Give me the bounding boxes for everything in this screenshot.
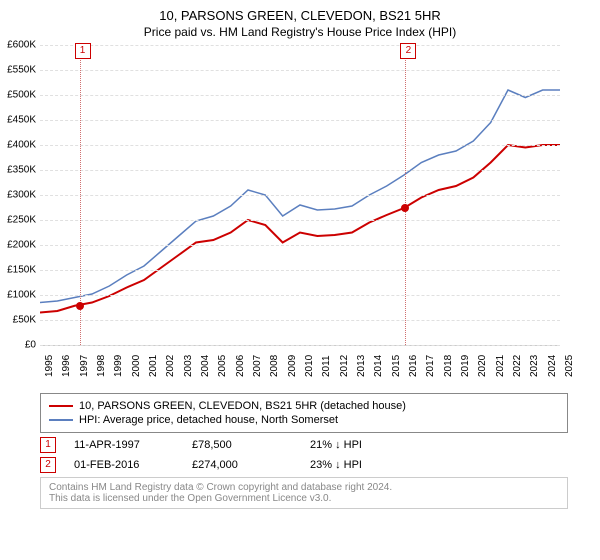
x-axis-label: 2000 bbox=[131, 355, 142, 377]
gridline-h bbox=[40, 195, 560, 196]
sales-row-2: 2 01-FEB-2016 £274,000 23% ↓ HPI bbox=[40, 457, 550, 473]
chart-marker-box: 2 bbox=[400, 43, 416, 59]
sales-marker-1: 1 bbox=[40, 437, 56, 453]
sales-row-1: 1 11-APR-1997 £78,500 21% ↓ HPI bbox=[40, 437, 550, 453]
x-axis-label: 2008 bbox=[269, 355, 280, 377]
y-axis-label: £150K bbox=[0, 265, 36, 276]
y-axis-label: £450K bbox=[0, 115, 36, 126]
x-axis-label: 2022 bbox=[512, 355, 523, 377]
sales-delta-2: 23% ↓ HPI bbox=[310, 459, 410, 471]
x-axis-label: 1995 bbox=[44, 355, 55, 377]
x-axis-label: 2018 bbox=[443, 355, 454, 377]
y-axis-label: £400K bbox=[0, 140, 36, 151]
legend-swatch-series2 bbox=[49, 419, 73, 421]
legend-swatch-series1 bbox=[49, 405, 73, 407]
sales-delta-1: 21% ↓ HPI bbox=[310, 439, 410, 451]
x-axis-label: 2011 bbox=[321, 355, 332, 377]
y-axis-label: £100K bbox=[0, 290, 36, 301]
footer-line2: This data is licensed under the Open Gov… bbox=[49, 493, 559, 504]
x-axis-label: 1999 bbox=[113, 355, 124, 377]
title-block: 10, PARSONS GREEN, CLEVEDON, BS21 5HR Pr… bbox=[0, 0, 600, 45]
gridline-h bbox=[40, 320, 560, 321]
x-axis-label: 2004 bbox=[200, 355, 211, 377]
x-axis-label: 2016 bbox=[408, 355, 419, 377]
sales-table: 1 11-APR-1997 £78,500 21% ↓ HPI 2 01-FEB… bbox=[40, 437, 550, 473]
chart-title-address: 10, PARSONS GREEN, CLEVEDON, BS21 5HR bbox=[0, 8, 600, 23]
chart-area: £0£50K£100K£150K£200K£250K£300K£350K£400… bbox=[40, 45, 600, 385]
x-axis-label: 2012 bbox=[339, 355, 350, 377]
legend-label-series1: 10, PARSONS GREEN, CLEVEDON, BS21 5HR (d… bbox=[79, 400, 406, 412]
y-axis-label: £200K bbox=[0, 240, 36, 251]
gridline-h bbox=[40, 145, 560, 146]
gridline-h bbox=[40, 45, 560, 46]
gridline-h bbox=[40, 95, 560, 96]
x-axis-label: 1998 bbox=[96, 355, 107, 377]
x-axis-label: 1996 bbox=[61, 355, 72, 377]
chart-marker-box: 1 bbox=[75, 43, 91, 59]
x-axis-label: 2017 bbox=[425, 355, 436, 377]
gridline-h bbox=[40, 270, 560, 271]
reference-line bbox=[80, 45, 81, 345]
x-axis-label: 2010 bbox=[304, 355, 315, 377]
sales-date-2: 01-FEB-2016 bbox=[74, 459, 174, 471]
y-axis-label: £300K bbox=[0, 190, 36, 201]
x-axis-label: 2015 bbox=[391, 355, 402, 377]
data-point-marker bbox=[76, 302, 84, 310]
gridline-h bbox=[40, 220, 560, 221]
gridline-h bbox=[40, 120, 560, 121]
sales-date-1: 11-APR-1997 bbox=[74, 439, 174, 451]
x-axis-label: 2006 bbox=[235, 355, 246, 377]
gridline-h bbox=[40, 245, 560, 246]
x-axis-label: 2013 bbox=[356, 355, 367, 377]
y-axis-label: £350K bbox=[0, 165, 36, 176]
x-axis-label: 2003 bbox=[183, 355, 194, 377]
chart-subtitle: Price paid vs. HM Land Registry's House … bbox=[0, 25, 600, 39]
y-axis-label: £600K bbox=[0, 40, 36, 51]
x-axis-label: 2025 bbox=[564, 355, 575, 377]
gridline-h bbox=[40, 70, 560, 71]
plot-area: £0£50K£100K£150K£200K£250K£300K£350K£400… bbox=[40, 45, 560, 346]
x-axis-label: 2023 bbox=[529, 355, 540, 377]
y-axis-label: £550K bbox=[0, 65, 36, 76]
footer-attribution: Contains HM Land Registry data © Crown c… bbox=[40, 477, 568, 509]
chart-container: 10, PARSONS GREEN, CLEVEDON, BS21 5HR Pr… bbox=[0, 0, 600, 509]
x-axis-label: 2007 bbox=[252, 355, 263, 377]
x-axis-label: 2005 bbox=[217, 355, 228, 377]
reference-line bbox=[405, 45, 406, 345]
y-axis-label: £50K bbox=[0, 315, 36, 326]
data-point-marker bbox=[401, 204, 409, 212]
x-axis-label: 2021 bbox=[495, 355, 506, 377]
y-axis-label: £500K bbox=[0, 90, 36, 101]
legend-row-series1: 10, PARSONS GREEN, CLEVEDON, BS21 5HR (d… bbox=[49, 400, 559, 412]
footer-line1: Contains HM Land Registry data © Crown c… bbox=[49, 482, 559, 493]
y-axis-label: £0 bbox=[0, 340, 36, 351]
x-axis-label: 2020 bbox=[477, 355, 488, 377]
sales-price-1: £78,500 bbox=[192, 439, 292, 451]
x-axis-label: 2002 bbox=[165, 355, 176, 377]
sales-marker-2: 2 bbox=[40, 457, 56, 473]
x-axis-label: 2024 bbox=[547, 355, 558, 377]
gridline-h bbox=[40, 170, 560, 171]
gridline-h bbox=[40, 295, 560, 296]
x-axis-label: 2001 bbox=[148, 355, 159, 377]
y-axis-label: £250K bbox=[0, 215, 36, 226]
gridline-h bbox=[40, 345, 560, 346]
x-axis-label: 2014 bbox=[373, 355, 384, 377]
x-axis-label: 2009 bbox=[287, 355, 298, 377]
sales-price-2: £274,000 bbox=[192, 459, 292, 471]
x-axis-label: 2019 bbox=[460, 355, 471, 377]
legend: 10, PARSONS GREEN, CLEVEDON, BS21 5HR (d… bbox=[40, 393, 568, 433]
x-axis-label: 1997 bbox=[79, 355, 90, 377]
legend-row-series2: HPI: Average price, detached house, Nort… bbox=[49, 414, 559, 426]
legend-label-series2: HPI: Average price, detached house, Nort… bbox=[79, 414, 338, 426]
